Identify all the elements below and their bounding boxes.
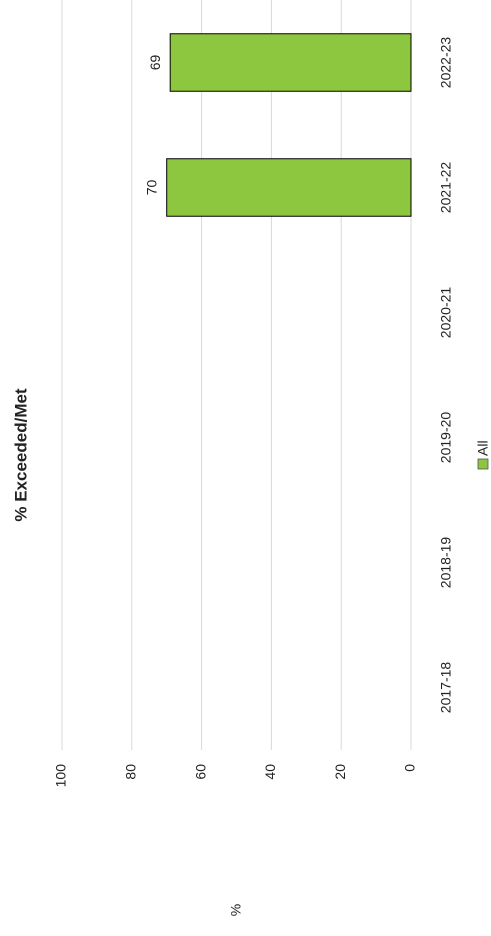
bar [166,158,412,217]
x-tick-label: 2022-23 [438,37,454,89]
x-tick-label: 2021-22 [438,162,454,214]
y-tick-label: 80 [123,764,139,780]
x-tick-label: 2020-21 [438,287,454,339]
x-tick-label: 2017-18 [438,662,454,714]
value-label: 70 [143,180,159,196]
y-tick-label: 0 [402,764,418,772]
bar [169,33,412,92]
legend-label: All [475,440,491,456]
y-axis-label: % [228,904,244,916]
legend-swatch [477,458,489,470]
y-tick-label: 60 [192,764,208,780]
x-tick-label: 2018-19 [438,537,454,589]
rotated-frame: % Exceeded/Met % 0 20 40 60 80 100 2017-18 2018… [11,0,491,916]
y-tick-label: 20 [332,764,348,780]
chart-title: % Exceeded/Met [11,388,30,522]
y-tick-label: 100 [53,764,69,788]
x-tick-label: 2019-20 [438,412,454,464]
value-label: 69 [147,55,163,71]
y-tick-label: 40 [262,764,278,780]
